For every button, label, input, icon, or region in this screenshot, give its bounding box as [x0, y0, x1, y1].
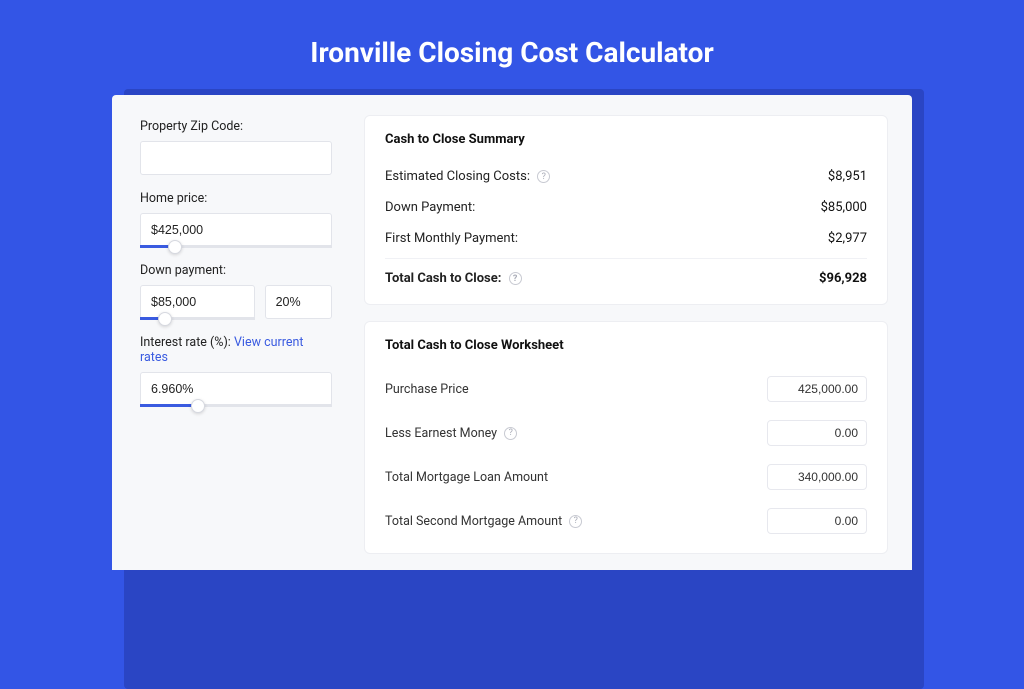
- calculator-panel: Property Zip Code: Home price: Down paym…: [112, 95, 912, 570]
- summary-label-text: Estimated Closing Costs:: [385, 169, 530, 184]
- slider-fill: [140, 404, 198, 407]
- slider-thumb[interactable]: [191, 399, 205, 413]
- summary-value: $8,951: [828, 169, 867, 184]
- worksheet-label: Purchase Price: [385, 382, 469, 397]
- zip-input[interactable]: [140, 141, 332, 175]
- down-payment-amount-input[interactable]: [140, 285, 255, 319]
- worksheet-title: Total Cash to Close Worksheet: [385, 338, 867, 353]
- summary-title: Cash to Close Summary: [385, 132, 867, 147]
- calculator-container: Property Zip Code: Home price: Down paym…: [112, 95, 912, 570]
- interest-rate-field: Interest rate (%): View current rates: [140, 335, 332, 406]
- worksheet-input-earnest-money[interactable]: [767, 420, 867, 446]
- interest-rate-label: Interest rate (%): View current rates: [140, 335, 332, 365]
- summary-value: $85,000: [821, 200, 867, 215]
- summary-row-closing-costs: Estimated Closing Costs: ? $8,951: [385, 161, 867, 192]
- summary-total-label: Total Cash to Close: ?: [385, 271, 522, 286]
- zip-field: Property Zip Code:: [140, 119, 332, 175]
- help-icon[interactable]: ?: [537, 170, 550, 183]
- summary-total-label-text: Total Cash to Close:: [385, 271, 501, 286]
- home-price-slider[interactable]: [140, 213, 332, 247]
- worksheet-row-purchase-price: Purchase Price: [385, 367, 867, 411]
- page-title: Ironville Closing Cost Calculator: [0, 0, 1024, 95]
- zip-label: Property Zip Code:: [140, 119, 332, 134]
- down-payment-amount-slider[interactable]: [140, 285, 255, 319]
- down-payment-pct-input[interactable]: [265, 285, 332, 319]
- summary-row-total: Total Cash to Close: ? $96,928: [385, 258, 867, 294]
- help-icon[interactable]: ?: [569, 515, 582, 528]
- down-payment-field: Down payment:: [140, 263, 332, 319]
- worksheet-row-earnest-money: Less Earnest Money ?: [385, 411, 867, 455]
- home-price-label: Home price:: [140, 191, 332, 206]
- inputs-column: Property Zip Code: Home price: Down paym…: [112, 95, 352, 570]
- worksheet-label-text: Total Second Mortgage Amount: [385, 514, 562, 529]
- summary-label: Estimated Closing Costs: ?: [385, 169, 550, 184]
- down-payment-label: Down payment:: [140, 263, 332, 278]
- worksheet-row-mortgage-amount: Total Mortgage Loan Amount: [385, 455, 867, 499]
- worksheet-label: Total Second Mortgage Amount ?: [385, 514, 582, 529]
- summary-total-value: $96,928: [819, 271, 867, 286]
- worksheet-card: Total Cash to Close Worksheet Purchase P…: [364, 321, 888, 554]
- home-price-field: Home price:: [140, 191, 332, 247]
- worksheet-input-mortgage-amount[interactable]: [767, 464, 867, 490]
- worksheet-label: Total Mortgage Loan Amount: [385, 470, 548, 485]
- interest-rate-input[interactable]: [140, 372, 332, 406]
- worksheet-label-text: Less Earnest Money: [385, 426, 497, 441]
- interest-rate-label-text: Interest rate (%):: [140, 335, 231, 350]
- results-column: Cash to Close Summary Estimated Closing …: [352, 95, 912, 570]
- worksheet-row-second-mortgage: Total Second Mortgage Amount ?: [385, 499, 867, 543]
- worksheet-label: Less Earnest Money ?: [385, 426, 517, 441]
- help-icon[interactable]: ?: [504, 427, 517, 440]
- help-icon[interactable]: ?: [509, 272, 522, 285]
- slider-thumb[interactable]: [158, 312, 172, 326]
- summary-card: Cash to Close Summary Estimated Closing …: [364, 115, 888, 305]
- summary-label: First Monthly Payment:: [385, 231, 518, 246]
- summary-row-first-payment: First Monthly Payment: $2,977: [385, 223, 867, 254]
- interest-rate-slider[interactable]: [140, 372, 332, 406]
- summary-row-down-payment: Down Payment: $85,000: [385, 192, 867, 223]
- summary-value: $2,977: [828, 231, 867, 246]
- summary-label: Down Payment:: [385, 200, 475, 215]
- down-payment-pct-wrap: [265, 285, 332, 319]
- slider-thumb[interactable]: [168, 240, 182, 254]
- worksheet-input-purchase-price[interactable]: [767, 376, 867, 402]
